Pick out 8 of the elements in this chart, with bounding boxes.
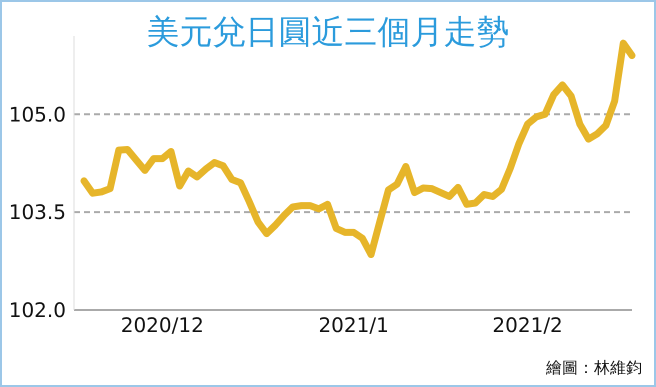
- x-tick-label: 2021/2: [492, 313, 563, 338]
- x-tick-label: 2020/12: [120, 313, 204, 338]
- chart-title: 美元兌日圓近三個月走勢: [146, 11, 510, 53]
- y-tick-label: 102.0: [8, 298, 66, 322]
- y-tick-label: 105.0: [8, 102, 66, 126]
- y-tick-label: 103.5: [8, 200, 66, 224]
- x-tick-label: 2021/1: [318, 313, 389, 338]
- text: 繪圖：林維鈞: [546, 358, 642, 379]
